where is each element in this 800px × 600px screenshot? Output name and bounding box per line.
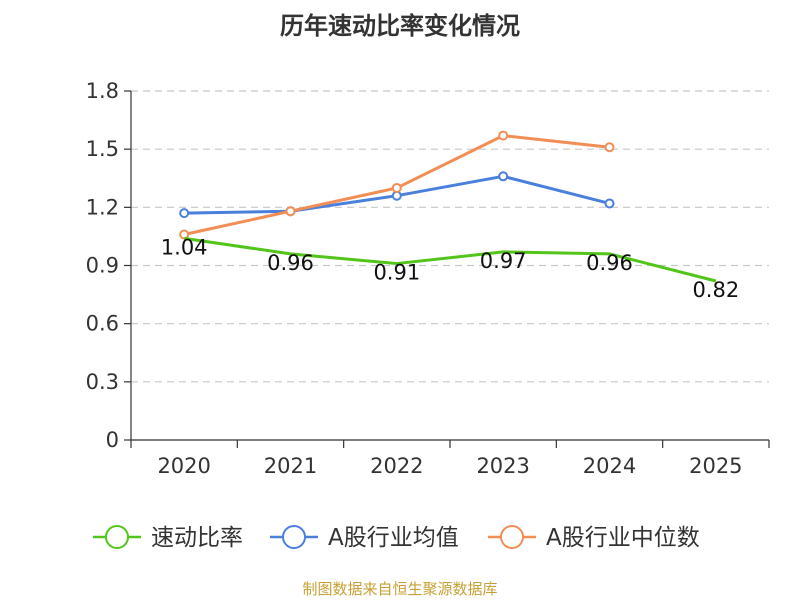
y-tick-label: 0.6 [86,312,119,336]
legend-label: 速动比率 [151,525,243,551]
data-label: 0.96 [267,251,314,275]
x-tick-label: 2021 [264,454,317,478]
series-point-2 [498,130,509,141]
data-label: 0.91 [373,261,420,285]
data-label: 0.97 [480,249,527,273]
series-point-1 [498,171,509,182]
y-tick-label: 0 [106,428,119,452]
series-point-1 [179,208,190,219]
legend-marker [105,525,129,549]
series-line-0 [183,236,717,283]
x-tick-label: 2020 [157,454,210,478]
series-point-2 [391,182,402,193]
data-label: 0.82 [692,278,739,302]
x-tick-label: 2022 [370,454,423,478]
source-note: 制图数据来自恒生聚源数据库 [302,580,498,598]
y-tick-label: 1.2 [86,195,119,219]
data-label: 0.96 [586,251,633,275]
legend-marker [282,525,306,549]
data-labels: 1.04 0.96 0.91 0.97 0.96 0.82 [161,235,739,302]
legend-marker [500,525,524,549]
series-group [179,130,717,283]
legend-item-0[interactable]: 速动比率 [93,525,243,551]
y-tick-label: 0.9 [86,254,119,278]
legend-item-2[interactable]: A股行业中位数 [488,525,700,551]
grid-lines [131,90,769,383]
legend-item-1[interactable]: A股行业均值 [270,525,459,551]
data-label: 1.04 [161,235,208,259]
y-tick-label: 0.3 [86,370,119,394]
legend: 速动比率 A股行业均值 A股行业中位数 [93,525,700,551]
y-tick-label: 1.8 [86,79,119,103]
chart-title: 历年速动比率变化情况 [280,12,520,40]
x-tick-label: 2025 [689,454,742,478]
axes: 0 0.3 0.6 0.9 1.2 1.5 1.8 2020 2021 2022 2023 2024 2… [86,79,770,478]
legend-label: A股行业均值 [328,525,459,551]
legend-label: A股行业中位数 [546,525,700,551]
series-point-2 [285,206,296,217]
series-point-2 [604,142,615,153]
y-tick-label: 1.5 [86,137,119,161]
x-tick-label: 2024 [583,454,636,478]
x-tick-label: 2023 [476,454,529,478]
series-point-1 [604,198,615,209]
